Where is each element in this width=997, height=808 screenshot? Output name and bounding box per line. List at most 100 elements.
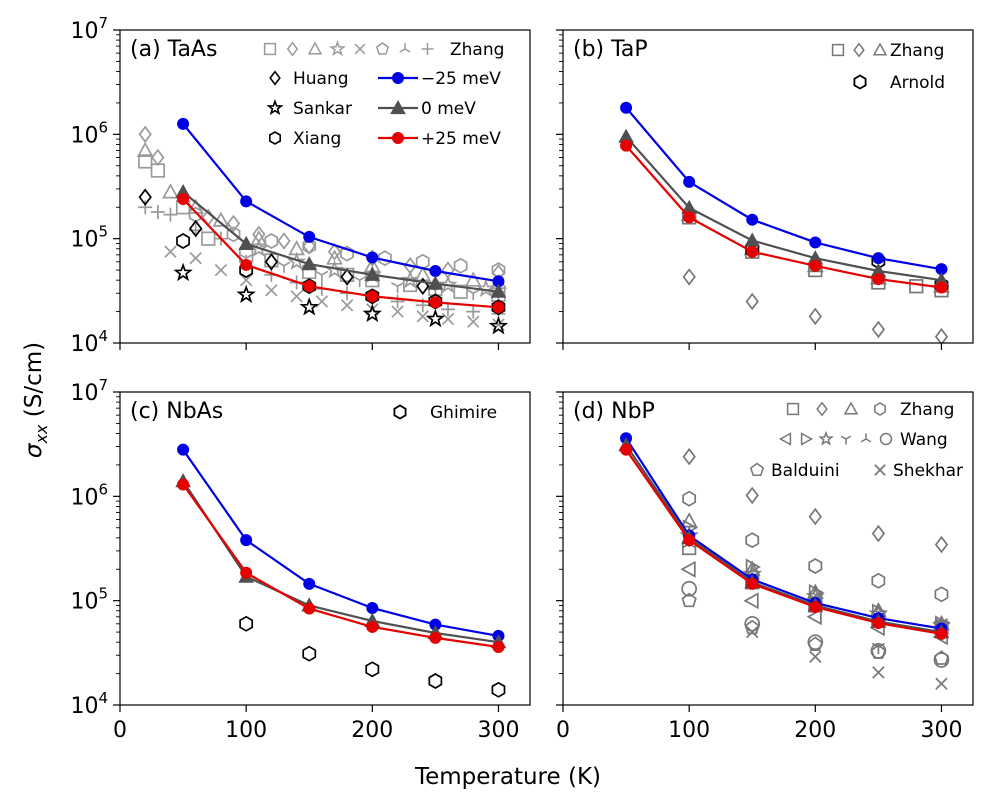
legend-marker <box>266 99 284 116</box>
axes-frame-b <box>562 29 974 344</box>
legend-b: Zhang Arnold <box>831 41 945 93</box>
exp-point <box>935 677 948 690</box>
series-line <box>182 123 499 283</box>
exp-point <box>201 231 216 246</box>
series-point <box>366 602 379 615</box>
series-point <box>935 627 948 640</box>
legend-label: 0 meV <box>421 99 476 119</box>
exp-point <box>745 292 759 311</box>
exp-point <box>327 243 342 261</box>
series-line <box>182 480 499 644</box>
exp-point <box>226 214 241 233</box>
exp-point <box>467 315 480 328</box>
y-axis-title-symbol: σ <box>21 442 47 458</box>
legend-marker <box>853 42 865 58</box>
series-line <box>625 144 942 289</box>
legend-label-zhang: Zhang <box>900 400 954 420</box>
x-axis-title: Temperature (K) <box>414 764 601 790</box>
exp-point <box>464 271 482 287</box>
exp-point <box>400 270 420 289</box>
model-series-1 <box>175 183 507 298</box>
exp-point <box>425 308 446 328</box>
legend-marker <box>392 72 404 84</box>
series-point <box>683 211 696 224</box>
legend-marker <box>879 432 893 446</box>
exp-point <box>362 303 382 323</box>
exp-point <box>870 644 886 659</box>
legend-marker <box>354 43 366 55</box>
series-point <box>240 534 253 547</box>
exp-point <box>214 263 228 277</box>
legend-label: Huang <box>293 69 349 89</box>
x-tick-label: 0 <box>556 718 570 743</box>
exp-point <box>909 279 924 294</box>
model-series-0 <box>177 117 505 288</box>
series-point <box>303 602 316 615</box>
exp-point <box>681 592 697 608</box>
series-point <box>683 175 696 188</box>
exp-point <box>365 661 380 678</box>
exp-point <box>453 284 468 299</box>
legend-marker <box>307 41 323 55</box>
model-series-2 <box>620 139 948 294</box>
axes-frame-d <box>562 391 974 706</box>
exp-point <box>934 586 949 603</box>
legend-label: Xiang <box>293 129 341 149</box>
series-point <box>746 213 759 226</box>
model-series-1 <box>175 473 507 649</box>
y-tick-exponent: 5 <box>98 223 108 241</box>
y-tick-exponent: 7 <box>98 14 108 32</box>
series-point <box>935 281 948 294</box>
x-tick-label: 0 <box>113 718 127 743</box>
exp-point <box>745 532 760 549</box>
series-point <box>427 275 444 290</box>
data-layer-d <box>618 432 952 690</box>
x-tick-label: 100 <box>225 718 267 743</box>
legend-marker <box>268 131 282 145</box>
legend-label: Arnold <box>890 73 945 93</box>
exp-point <box>250 229 268 246</box>
exp-series-ghimire-hexagon <box>239 615 506 698</box>
legend-label-zhang: Zhang <box>890 41 944 61</box>
legend-label: Sankar <box>293 99 352 119</box>
series-point <box>240 566 253 579</box>
model-series-2 <box>177 478 505 653</box>
legend-marker <box>392 132 404 144</box>
exp-point <box>138 200 153 215</box>
exp-point <box>680 560 696 578</box>
series-point <box>492 301 505 314</box>
exp-point <box>138 154 153 169</box>
exp-point <box>746 625 759 639</box>
data-layer-a <box>136 117 509 335</box>
exp-series-wang-star <box>679 525 952 634</box>
series-point <box>429 631 442 644</box>
exp-point <box>264 233 279 249</box>
legend-marker <box>749 462 765 477</box>
legend-marker <box>874 402 886 416</box>
exp-series-balduini-pentagon <box>681 592 950 665</box>
panel-title: (a) TaAs <box>130 37 217 62</box>
series-point <box>177 478 190 491</box>
y-tick-exponent: 4 <box>98 327 108 345</box>
series-point <box>872 273 885 286</box>
exp-point <box>265 284 278 297</box>
exp-point <box>681 580 698 597</box>
series-point <box>177 192 190 205</box>
exp-point <box>743 592 759 610</box>
y-tick-label: 105 <box>70 585 108 615</box>
legend-marker <box>329 40 346 57</box>
exp-point <box>302 645 317 662</box>
series-point <box>303 577 316 590</box>
series-line <box>625 444 942 634</box>
y-axis-title-units: (S/cm) <box>21 342 47 425</box>
exp-point <box>871 572 886 589</box>
series-point <box>744 232 761 247</box>
exp-point <box>163 207 178 222</box>
exp-series-wang-tri_right <box>682 519 951 633</box>
exp-point <box>315 270 329 282</box>
legend-marker <box>390 99 406 115</box>
legend-marker <box>872 42 888 56</box>
exp-point <box>138 125 152 144</box>
panel-a: 104 105 106 107 (a) TaAs Zhang Huang Sankar Xian… <box>70 14 531 357</box>
series-point <box>429 296 442 309</box>
